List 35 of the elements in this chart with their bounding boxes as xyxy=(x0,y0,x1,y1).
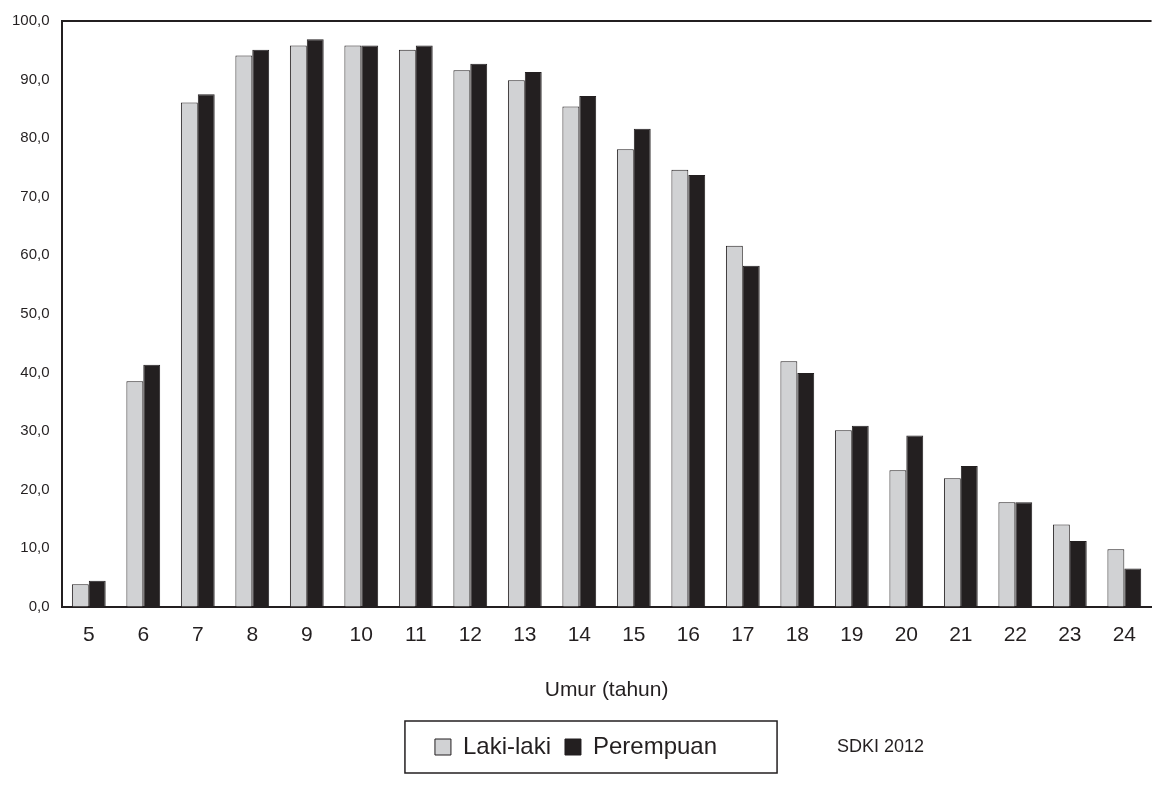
x-tick-label: 17 xyxy=(731,622,755,645)
x-tick-label: 24 xyxy=(1112,622,1137,645)
x-tick-label: 22 xyxy=(1003,622,1027,645)
x-tick-label: 9 xyxy=(300,622,313,645)
x-tick-label: 20 xyxy=(894,622,918,645)
legend-label: Perempuan xyxy=(592,731,718,759)
x-tick-label: 21 xyxy=(949,622,973,645)
y-tick-label: 10,0 xyxy=(20,538,50,556)
x-tick-label: 8 xyxy=(246,622,259,645)
x-tick-label: 11 xyxy=(404,622,427,645)
y-tick-label: 70,0 xyxy=(20,186,50,204)
text: SDKI 2012 xyxy=(837,735,925,756)
y-tick-label: 40,0 xyxy=(20,362,50,380)
y-tick-label: 30,0 xyxy=(20,421,50,439)
x-tick-label: 18 xyxy=(785,622,809,645)
x-tick-label: 15 xyxy=(622,622,646,645)
x-tick-label: 12 xyxy=(458,622,482,645)
x-tick-label: 23 xyxy=(1058,622,1082,645)
y-tick-label: 60,0 xyxy=(20,245,50,263)
x-tick-label: 16 xyxy=(676,622,700,645)
y-tick-label: 20,0 xyxy=(20,479,50,497)
x-tick-label: 13 xyxy=(513,622,537,645)
y-tick-label: 80,0 xyxy=(20,128,50,146)
y-tick-label: 0,0 xyxy=(28,596,50,614)
x-tick-label: 14 xyxy=(567,622,592,645)
x-tick-label: 5 xyxy=(82,622,95,645)
y-tick-label: 50,0 xyxy=(20,303,50,321)
y-tick-label: 90,0 xyxy=(20,69,50,87)
x-tick-label: 7 xyxy=(191,622,204,645)
x-tick-label: 6 xyxy=(137,622,150,645)
legend-label: Laki-laki xyxy=(462,731,551,759)
y-tick-label: 100,0 xyxy=(11,11,50,29)
x-axis-title: Umur (tahun) xyxy=(544,677,669,701)
x-tick-label: 19 xyxy=(840,622,864,645)
x-tick-label: 10 xyxy=(349,622,373,645)
